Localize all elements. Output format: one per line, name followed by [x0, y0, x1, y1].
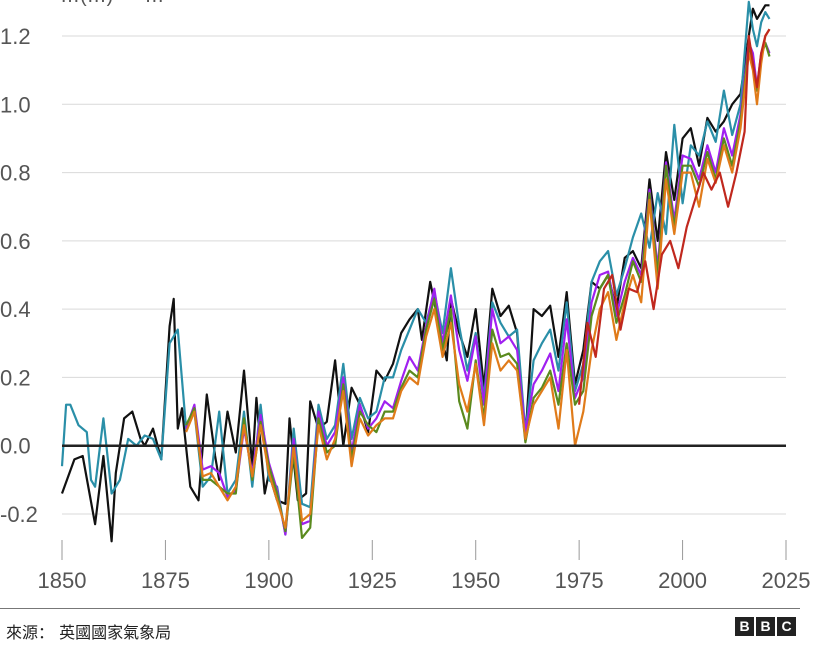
y-tick-label: -0.2: [0, 502, 38, 527]
y-tick-label: 0.6: [0, 229, 31, 254]
y-tick-label: 0.2: [0, 365, 31, 390]
series-line-5: [578, 28, 771, 405]
bbc-logo-letter: B: [735, 617, 754, 636]
x-tick-label: 2000: [658, 568, 707, 593]
bbc-logo: B B C: [735, 617, 796, 636]
series-line-3: [185, 41, 771, 540]
y-tick-label: 0.4: [0, 297, 31, 322]
x-tick-label: 1875: [141, 568, 190, 593]
bbc-logo-letter: C: [777, 617, 796, 636]
x-tick-label: 1900: [244, 568, 293, 593]
temperature-anomaly-chart: -0.2 0.0 0.2 0.4 0.6 0.8 1.0 1.2 1850 1875 1900 19…: [0, 0, 811, 593]
y-tick-label: 1.0: [0, 92, 31, 117]
legend-partial-text: …(…) — …: [60, 0, 164, 7]
x-axis-ticks: 1850 1875 1900 1925 1950 1975 2000 2025: [38, 540, 811, 593]
x-tick-label: 1925: [348, 568, 397, 593]
footer-divider: [0, 608, 800, 609]
y-tick-label: 0.0: [0, 434, 31, 459]
source-text: 來源： 英國國家氣象局: [6, 623, 172, 642]
x-tick-label: 1950: [451, 568, 500, 593]
grid-lines: [62, 35, 786, 515]
series-line-1: [60, 0, 771, 536]
x-tick-label: 1975: [555, 568, 604, 593]
y-tick-label: 1.2: [0, 24, 31, 49]
x-tick-label: 2025: [762, 568, 811, 593]
x-tick-label: 1850: [38, 568, 87, 593]
series-line-4: [185, 28, 771, 529]
bbc-logo-letter: B: [756, 617, 775, 636]
y-tick-label: 0.8: [0, 161, 31, 186]
y-axis-ticks: -0.2 0.0 0.2 0.4 0.6 0.8 1.0 1.2: [0, 24, 38, 527]
series-line-2: [185, 41, 771, 536]
legend-partial: …(…) — …: [60, 0, 164, 7]
series-line-0: [60, 4, 770, 543]
series-lines: [60, 0, 771, 543]
